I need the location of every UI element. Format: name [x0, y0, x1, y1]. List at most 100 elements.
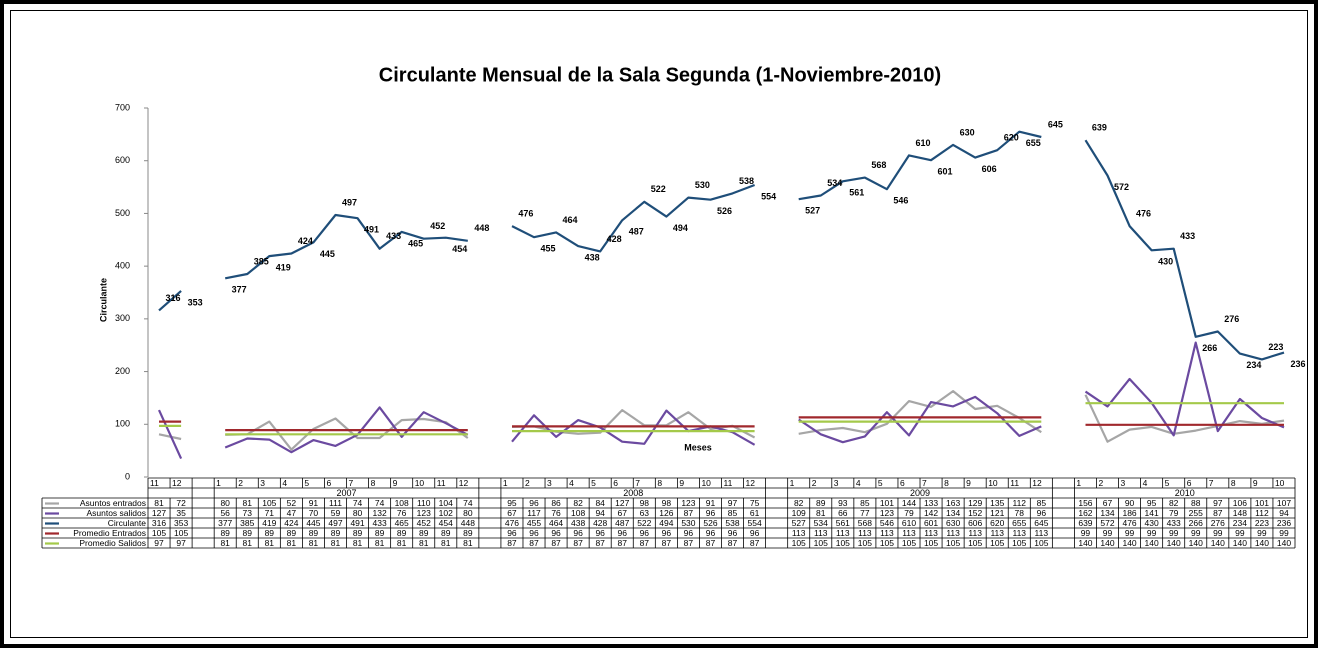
data-label: 377	[232, 285, 247, 295]
table-value: 89	[309, 528, 319, 538]
table-value: 601	[924, 518, 938, 528]
table-value: 113	[836, 528, 850, 538]
x-tick-label: 7	[922, 478, 927, 488]
x-tick-label: 2	[812, 478, 817, 488]
table-value: 87	[618, 538, 628, 548]
year-label: 2007	[337, 488, 357, 498]
table-value: 81	[243, 538, 253, 548]
table-value: 465	[395, 518, 409, 528]
data-label: 546	[893, 196, 908, 206]
data-label: 433	[386, 231, 401, 241]
table-value: 113	[1035, 528, 1049, 538]
data-label: 620	[1004, 133, 1019, 143]
table-value: 81	[375, 538, 385, 548]
table-value: 71	[265, 508, 275, 518]
table-value: 81	[287, 538, 297, 548]
data-label: 561	[849, 188, 864, 198]
x-tick-label: 4	[856, 478, 861, 488]
x-tick-label: 2	[238, 478, 243, 488]
x-tick-label: 6	[1187, 478, 1192, 488]
table-value: 81	[265, 538, 275, 548]
x-tick-label: 3	[1121, 478, 1126, 488]
table-value: 433	[373, 518, 387, 528]
table-value: 89	[816, 498, 826, 508]
table-value: 89	[419, 528, 429, 538]
table-value: 87	[529, 538, 539, 548]
data-label: 572	[1114, 182, 1129, 192]
table-value: 81	[816, 508, 826, 518]
y-tick-label: 200	[115, 366, 130, 376]
table-value: 113	[902, 528, 916, 538]
table-value: 655	[1012, 518, 1026, 528]
table-value: 546	[880, 518, 894, 528]
table-value: 104	[439, 498, 453, 508]
table-value: 99	[1103, 528, 1113, 538]
table-value: 487	[615, 518, 629, 528]
table-value: 134	[946, 508, 960, 518]
x-tick-label: 11	[150, 478, 159, 488]
table-value: 99	[1147, 528, 1157, 538]
x-tick-label: 2	[1098, 478, 1103, 488]
data-label: 476	[518, 208, 533, 218]
x-tick-label: 3	[834, 478, 839, 488]
table-value: 113	[792, 528, 806, 538]
table-value: 90	[1125, 498, 1135, 508]
table-value: 639	[1078, 518, 1092, 528]
table-value: 105	[990, 538, 1004, 548]
series-line	[158, 130, 1285, 361]
table-value: 105	[858, 538, 872, 548]
table-value: 101	[1255, 498, 1269, 508]
x-tick-label: 4	[282, 478, 287, 488]
table-value: 522	[637, 518, 651, 528]
x-tick-label: 3	[260, 478, 265, 488]
table-value: 113	[968, 528, 982, 538]
table-value: 561	[836, 518, 850, 528]
x-tick-label: 4	[1143, 478, 1148, 488]
table-value: 87	[750, 538, 760, 548]
table-value: 97	[1213, 498, 1223, 508]
data-label: 428	[607, 234, 622, 244]
table-value: 99	[1191, 528, 1201, 538]
data-label: 424	[298, 236, 313, 246]
table-value: 121	[990, 508, 1004, 518]
table-value: 96	[529, 528, 539, 538]
table-value: 455	[527, 518, 541, 528]
table-value: 353	[174, 518, 188, 528]
table-value: 89	[353, 528, 363, 538]
table-value: 105	[836, 538, 850, 548]
table-value: 93	[838, 498, 848, 508]
table-value: 67	[618, 508, 628, 518]
table-value: 87	[573, 538, 583, 548]
legend-label: Asuntos salidos	[86, 508, 146, 518]
data-label: 353	[188, 297, 203, 307]
table-value: 148	[1233, 508, 1247, 518]
table-value: 568	[858, 518, 872, 528]
table-value: 59	[331, 508, 341, 518]
table-value: 620	[990, 518, 1004, 528]
table-value: 132	[373, 508, 387, 518]
table-value: 85	[1037, 498, 1047, 508]
table-value: 81	[441, 538, 451, 548]
table-value: 87	[551, 538, 561, 548]
data-label: 655	[1026, 138, 1041, 148]
table-value: 266	[1189, 518, 1203, 528]
y-tick-label: 400	[115, 261, 130, 271]
table-value: 110	[417, 498, 431, 508]
data-label: 266	[1202, 343, 1217, 353]
data-label: 454	[452, 244, 467, 254]
table-value: 74	[375, 498, 385, 508]
table-value: 80	[463, 508, 473, 518]
x-tick-label: 11	[724, 478, 733, 488]
table-value: 464	[549, 518, 563, 528]
table-value: 96	[507, 528, 517, 538]
table-value: 81	[397, 538, 407, 548]
x-tick-label: 5	[591, 478, 596, 488]
data-label: 497	[342, 197, 357, 207]
table-value: 105	[262, 498, 276, 508]
table-value: 126	[659, 508, 673, 518]
table-value: 276	[1211, 518, 1225, 528]
data-label: 538	[739, 176, 754, 186]
table-value: 123	[417, 508, 431, 518]
data-label: 234	[1246, 360, 1261, 370]
table-value: 445	[306, 518, 320, 528]
